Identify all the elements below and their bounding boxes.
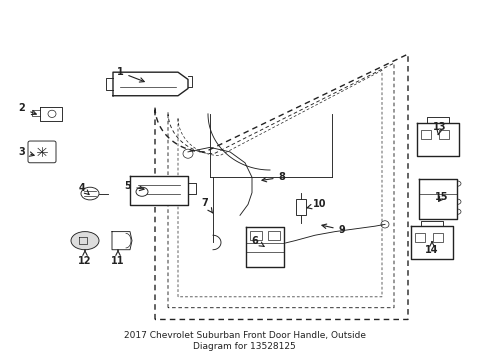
Text: Diagram for 13528125: Diagram for 13528125 [193, 342, 295, 351]
Text: 10: 10 [306, 199, 326, 210]
Bar [414, 233, 424, 243]
Text: 11: 11 [111, 250, 124, 266]
Text: 2017 Chevrolet Suburban Front Door Handle, Outside: 2017 Chevrolet Suburban Front Door Handl… [123, 331, 365, 340]
Ellipse shape [71, 231, 99, 250]
Bar [420, 130, 430, 139]
Bar [249, 231, 262, 240]
Polygon shape [418, 179, 456, 219]
Bar [432, 233, 442, 243]
Text: 12: 12 [78, 250, 92, 266]
Text: 4: 4 [79, 183, 89, 194]
Text: 9: 9 [321, 224, 345, 235]
Polygon shape [410, 226, 452, 259]
FancyBboxPatch shape [28, 141, 56, 163]
Bar [267, 231, 280, 240]
Text: 14: 14 [425, 242, 438, 255]
Bar [295, 199, 305, 215]
Polygon shape [113, 72, 187, 96]
Polygon shape [416, 123, 458, 156]
Polygon shape [40, 107, 62, 121]
Text: 1: 1 [116, 67, 144, 82]
Text: 5: 5 [124, 181, 144, 191]
Ellipse shape [136, 187, 148, 196]
Text: 8: 8 [262, 172, 285, 182]
Polygon shape [112, 231, 132, 250]
Text: 15: 15 [434, 192, 448, 202]
Text: 13: 13 [432, 122, 446, 135]
Text: 6: 6 [251, 236, 264, 246]
Ellipse shape [81, 187, 99, 200]
Text: 2: 2 [19, 103, 36, 114]
Polygon shape [245, 227, 284, 267]
Text: 3: 3 [19, 147, 34, 157]
Polygon shape [130, 176, 187, 205]
Text: 7: 7 [201, 198, 212, 213]
Bar [438, 130, 448, 139]
